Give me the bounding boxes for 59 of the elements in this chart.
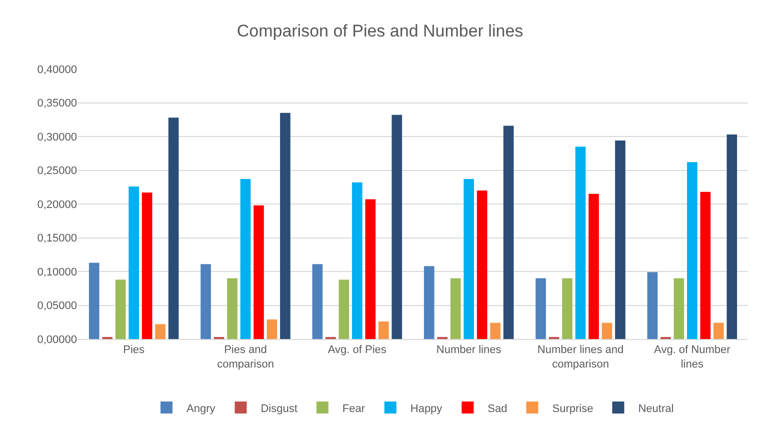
bar	[647, 272, 658, 339]
bar	[562, 278, 572, 339]
bar	[726, 134, 738, 339]
bar	[142, 192, 152, 339]
y-tick-label: 0,35000	[37, 98, 77, 110]
bar	[352, 182, 362, 339]
bar	[588, 194, 599, 339]
y-tick-label: 0,05000	[37, 300, 77, 312]
bar	[450, 278, 461, 339]
y-tick-label: 0,15000	[37, 232, 77, 245]
y-tick-label: 0,30000	[37, 131, 77, 144]
bar	[392, 114, 402, 339]
bar	[674, 278, 684, 339]
bar	[503, 126, 514, 339]
legend-label: Sad	[488, 402, 508, 415]
bar	[365, 199, 376, 339]
bar	[490, 322, 500, 339]
bar	[200, 264, 211, 339]
bar	[280, 112, 290, 339]
legend-label: Surprise	[552, 402, 594, 415]
x-tick-label: Number lines	[436, 344, 502, 356]
bar	[464, 179, 474, 339]
bar	[378, 321, 389, 339]
legend-label: Neutral	[638, 402, 674, 415]
y-tick-label: 0,20000	[37, 198, 77, 211]
legend-label: Fear	[342, 402, 366, 415]
bar	[687, 162, 698, 339]
bar	[602, 322, 612, 339]
y-tick-label: 0,00000	[37, 334, 77, 346]
bar	[128, 186, 139, 339]
bar	[266, 319, 278, 339]
bar	[713, 322, 724, 339]
bar	[338, 280, 350, 339]
y-tick-label: 0,40000	[37, 64, 77, 76]
bar	[115, 280, 126, 339]
x-tick-label: Pies and comparison	[217, 344, 274, 370]
bar	[615, 140, 626, 339]
bar	[254, 205, 264, 339]
bar	[88, 262, 100, 339]
bar	[227, 278, 238, 339]
x-tick-label: Avg. of Number lines	[654, 344, 731, 370]
legend-label: Happy	[410, 402, 443, 415]
bar	[536, 278, 546, 339]
x-tick-label: Avg. of Pies	[328, 344, 387, 356]
y-tick-label: 0,10000	[37, 266, 77, 278]
bar	[155, 324, 166, 339]
bar	[476, 190, 488, 339]
bar	[240, 179, 251, 339]
bar	[312, 264, 323, 339]
y-tick-label: 0,25000	[37, 165, 77, 178]
bar	[424, 266, 434, 339]
x-tick-label: Pies	[123, 344, 146, 356]
legend-label: Disgust	[260, 402, 298, 415]
legend-label: Angry	[186, 402, 216, 415]
x-tick-label: Number lines and comparison	[537, 344, 624, 370]
chart-title: Comparison of Pies and Number lines	[236, 21, 524, 40]
bar	[700, 192, 711, 339]
bar	[575, 146, 586, 339]
bar	[168, 118, 179, 339]
